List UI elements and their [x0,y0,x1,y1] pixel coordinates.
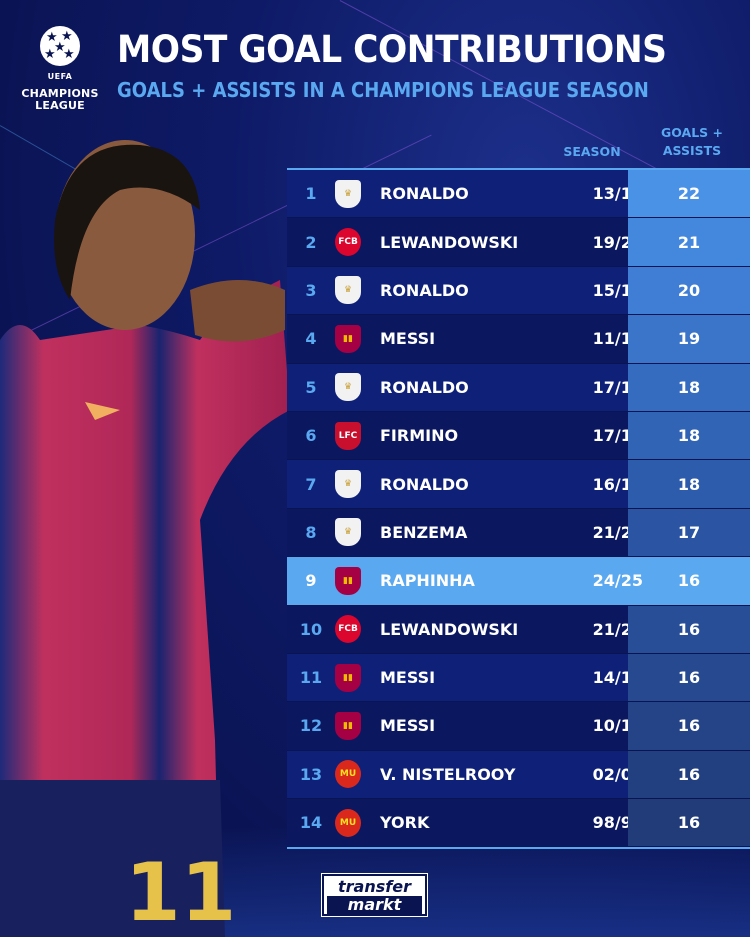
rank: 8 [305,522,317,542]
goal-contributions: 19 [628,315,750,363]
goal-contributions: 22 [628,170,750,218]
manchester-united-crest-icon: MU [335,760,361,789]
column-header-season: SEASON [563,144,621,159]
manchester-united-crest-icon: MU [335,808,361,837]
table-row: 1 ♛ RONALDO 13/14 22 [287,170,750,219]
barcelona-crest-icon: ▮▮ [335,566,361,595]
player-name: LEWANDOWSKI [380,232,519,252]
rank: 4 [305,329,317,349]
player-name: V. NISTELROOY [380,764,516,784]
bayern-munich-crest-icon: FCB [335,228,361,257]
table-row: 2 FCB LEWANDOWSKI 19/20 21 [287,218,750,267]
table-row: 6 LFC FIRMINO 17/18 18 [287,411,750,461]
rank: 6 [305,426,317,446]
real-madrid-crest-icon: ♛ [335,470,361,499]
rank: 14 [299,813,323,833]
table-row: 11 ▮▮ MESSI 14/15 16 [287,653,750,703]
bayern-munich-crest-icon: FCB [335,615,361,644]
player-name: YORK [380,813,430,833]
table-row: 7 ♛ RONALDO 16/17 18 [287,460,750,509]
goal-contributions: 18 [628,460,750,508]
player-photo: 11 [0,140,290,937]
column-header-goals-assists: GOALS + ASSISTS [648,124,736,160]
rank: 13 [299,764,323,784]
table-row: 12 ▮▮ MESSI 10/11 16 [287,702,750,751]
table-row: 3 ♛ RONALDO 15/16 20 [287,266,750,316]
rank: 11 [299,668,323,688]
player-name: MESSI [380,329,436,349]
column-header-line: ASSISTS [662,143,722,158]
player-name: FIRMINO [380,426,459,446]
player-name: LEWANDOWSKI [380,619,519,639]
table-row: 5 ♛ RONALDO 17/18 18 [287,363,750,412]
barcelona-crest-icon: ▮▮ [335,711,361,740]
champions-league-logo: ★ ★ ★ ★ ★ UEFA CHAMPIONS LEAGUE [14,26,106,112]
player-name: RONALDO [380,280,469,300]
goal-contributions: 16 [677,571,701,591]
player-name: BENZEMA [380,522,468,542]
rank: 2 [305,232,317,252]
player-name: RONALDO [380,377,469,397]
player-name: MESSI [380,716,436,736]
goal-contributions: 17 [628,508,750,557]
ranking-table: 1 ♛ RONALDO 13/14 22 2 FCB LEWANDOWSKI 19… [287,168,750,850]
table-row: 13 MU V. NISTELROOY 02/03 16 [287,750,750,800]
transfermarkt-logo: transfer markt [321,873,428,917]
page-subtitle: GOALS + ASSISTS IN A CHAMPIONS LEAGUE SE… [117,78,649,102]
real-madrid-crest-icon: ♛ [335,373,361,402]
goal-contributions: 18 [628,411,750,460]
rank: 7 [305,474,317,494]
table-row: 9 ▮▮ RAPHINHA 24/25 16 [287,557,750,606]
goal-contributions: 16 [628,702,750,750]
goal-contributions: 16 [628,653,750,702]
goal-contributions: 18 [628,363,750,411]
rank: 9 [305,571,317,591]
logo-line: transfer [338,877,411,896]
champions-league-wordmark: CHAMPIONS LEAGUE [21,87,99,112]
barcelona-crest-icon: ▮▮ [335,663,361,692]
real-madrid-crest-icon: ♛ [335,518,361,547]
table-row: 8 ♛ BENZEMA 21/22 17 [287,508,750,558]
goal-contributions: 20 [628,266,750,315]
rank: 3 [305,280,317,300]
table-row: 4 ▮▮ MESSI 11/12 19 [287,315,750,364]
rank: 12 [299,716,323,736]
uefa-wordmark: UEFA [47,72,73,81]
starball-icon: ★ ★ ★ ★ ★ [40,26,80,66]
rank: 10 [299,619,323,639]
barcelona-crest-icon: ▮▮ [335,324,361,353]
column-header-line: GOALS + [660,125,724,140]
table-row: 10 FCB LEWANDOWSKI 21/22 16 [287,605,750,654]
logo-line: markt [327,896,422,914]
svg-text:11: 11 [125,846,236,937]
goal-contributions: 21 [628,218,750,266]
goal-contributions: 16 [628,605,750,653]
player-name: RAPHINHA [380,571,475,591]
player-name: MESSI [380,668,436,688]
goal-contributions: 16 [628,799,750,847]
real-madrid-crest-icon: ♛ [335,179,361,208]
page-title: MOST GOAL CONTRIBUTIONS [117,28,667,71]
table-row: 14 MU YORK 98/99 16 [287,799,750,848]
rank: 1 [305,184,317,204]
liverpool-crest-icon: LFC [335,421,361,450]
player-name: RONALDO [380,184,469,204]
goal-contributions: 16 [628,750,750,799]
rank: 5 [305,377,317,397]
real-madrid-crest-icon: ♛ [335,276,361,305]
season: 24/25 [592,571,643,591]
player-name: RONALDO [380,474,469,494]
